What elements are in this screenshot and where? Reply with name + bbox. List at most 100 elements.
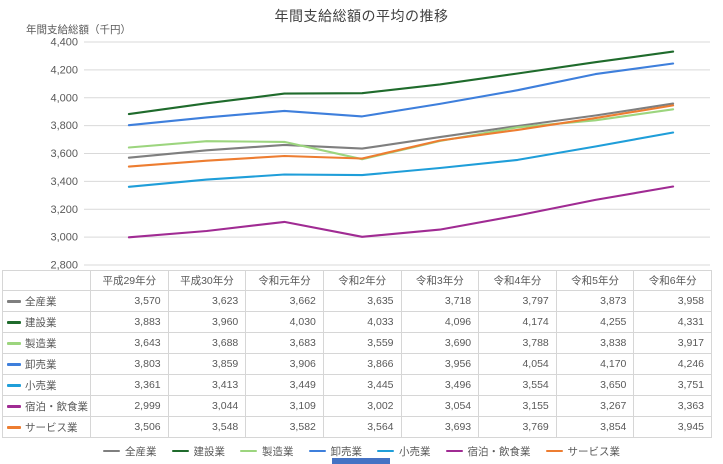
table-value-cell: 4,054 [478, 353, 557, 375]
series-line-小売業 [127, 131, 675, 188]
y-tick-label: 3,000 [50, 232, 78, 244]
legend-label: 小売業 [399, 445, 431, 458]
table-row-宿泊・飲食業: 宿泊・飲食業 2,999 3,044 3,109 3,002 3,054 3,155 3,26… [2, 395, 712, 417]
table-value-cell: 3,693 [400, 416, 480, 438]
series-name-label: 全産業 [25, 295, 57, 308]
table-value-cell: 3,109 [245, 395, 324, 417]
table-value-cell: 3,718 [400, 290, 480, 312]
legend-key-icon [7, 342, 21, 345]
table-header-cell: 令和6年分 [633, 270, 712, 291]
y-tick-label: 4,000 [50, 92, 78, 104]
table-row-全産業: 全産業 3,570 3,623 3,662 3,635 3,718 3,797 3,873 3,… [2, 290, 712, 312]
series-name-label: 小売業 [25, 379, 57, 392]
series-name-cell: 小売業 [2, 374, 91, 396]
table-header-row: 平成29年分 平成30年分 令和元年分 令和2年分 令和3年分 令和4年分 令和5年分 令和6… [2, 270, 712, 291]
legend-line-icon [171, 449, 189, 453]
table-value-cell: 3,751 [633, 374, 712, 396]
legend-key-icon [7, 405, 21, 408]
table-value-cell: 3,559 [322, 332, 402, 354]
series-name-cell: 製造業 [2, 332, 91, 354]
table-corner-cell [2, 270, 91, 291]
legend-item-宿泊・飲食業: 宿泊・飲食業 [445, 444, 531, 459]
selection-artifact [332, 458, 390, 464]
line-chart-plot: 4,400 4,200 4,000 3,800 3,600 3,400 3,200 3,000… [50, 37, 710, 271]
legend-label: 製造業 [262, 445, 294, 458]
table-value-cell: 3,449 [245, 374, 324, 396]
table-value-cell: 4,331 [633, 311, 712, 333]
series-name-label: サービス業 [25, 421, 78, 434]
table-value-cell: 3,554 [478, 374, 557, 396]
table-value-cell: 3,623 [167, 290, 247, 312]
legend-key-icon [7, 321, 21, 324]
table-value-cell: 3,873 [555, 290, 635, 312]
table-value-cell: 4,174 [478, 311, 557, 333]
legend-label: 宿泊・飲食業 [467, 445, 531, 458]
table-value-cell: 3,906 [245, 353, 324, 375]
table-value-cell: 3,690 [400, 332, 480, 354]
table-value-cell: 3,650 [555, 374, 635, 396]
table-value-cell: 3,564 [322, 416, 402, 438]
legend-item-卸売業: 卸売業 [308, 444, 362, 459]
table-row-卸売業: 卸売業 3,803 3,859 3,906 3,866 3,956 4,054 4,170 4,… [2, 353, 712, 375]
y-axis-title: 年間支給総額（千円） [26, 24, 131, 36]
series-name-label: 建設業 [25, 316, 57, 329]
series-name-cell: 全産業 [2, 290, 91, 312]
table-value-cell: 4,033 [322, 311, 402, 333]
table-header-cell: 令和4年分 [478, 270, 557, 291]
table-value-cell: 3,570 [90, 290, 169, 312]
table-value-cell: 3,883 [90, 311, 169, 333]
table-row-建設業: 建設業 3,883 3,960 4,030 4,033 4,096 4,174 4,255 4,… [2, 311, 712, 333]
table-value-cell: 3,797 [478, 290, 557, 312]
series-line-宿泊・飲食業 [127, 185, 675, 239]
table-value-cell: 3,683 [245, 332, 324, 354]
table-value-cell: 3,002 [322, 395, 402, 417]
series-line-卸売業 [127, 62, 675, 127]
table-value-cell: 4,255 [555, 311, 635, 333]
table-value-cell: 3,945 [633, 416, 712, 438]
series-name-cell: 建設業 [2, 311, 91, 333]
legend-line-icon [308, 449, 326, 453]
legend-item-サービス業: サービス業 [545, 444, 620, 459]
legend-line-icon [103, 449, 120, 453]
series-name-label: 卸売業 [25, 358, 57, 371]
y-tick-label: 2,800 [50, 260, 78, 271]
table-value-cell: 3,054 [400, 395, 480, 417]
table-value-cell: 2,999 [90, 395, 169, 417]
table-header-cell: 令和2年分 [322, 270, 402, 291]
table-value-cell: 3,582 [245, 416, 324, 438]
table-value-cell: 4,246 [633, 353, 712, 375]
table-row-小売業: 小売業 3,361 3,413 3,449 3,445 3,496 3,554 3,650 3,… [2, 374, 712, 396]
table-value-cell: 3,635 [322, 290, 402, 312]
y-tick-label: 3,600 [50, 148, 78, 160]
table-row-サービス業: サービス業 3,506 3,548 3,582 3,564 3,693 3,769 3,854… [2, 416, 712, 438]
table-header-cell: 令和3年分 [400, 270, 480, 291]
legend-label: 全産業 [125, 445, 157, 458]
table-header-cell: 平成30年分 [167, 270, 247, 291]
legend-item-小売業: 小売業 [377, 444, 431, 459]
table-header-cell: 令和元年分 [245, 270, 324, 291]
table-value-cell: 3,413 [167, 374, 247, 396]
table-value-cell: 3,643 [90, 332, 169, 354]
legend-item-全産業: 全産業 [103, 444, 157, 459]
legend-line-icon [445, 449, 463, 453]
legend-line-icon [240, 449, 257, 453]
table-value-cell: 3,363 [633, 395, 712, 417]
legend-key-icon [7, 300, 21, 303]
series-line-サービス業 [127, 104, 675, 168]
y-tick-label: 3,800 [50, 120, 78, 132]
legend-item-建設業: 建設業 [171, 444, 225, 459]
table-value-cell: 3,917 [633, 332, 712, 354]
table-value-cell: 4,030 [245, 311, 324, 333]
table-value-cell: 3,688 [167, 332, 247, 354]
table-value-cell: 3,960 [167, 311, 247, 333]
table-value-cell: 3,838 [555, 332, 635, 354]
table-header: 平成29年分 平成30年分 令和元年分 令和2年分 令和3年分 令和4年分 令和5年分 令和6… [2, 270, 712, 291]
series-line-全産業 [127, 102, 675, 159]
table-header-cell: 平成29年分 [90, 270, 169, 291]
table-value-cell: 3,267 [555, 395, 635, 417]
y-tick-label: 3,400 [50, 176, 78, 188]
table-body: 全産業 3,570 3,623 3,662 3,635 3,718 3,797 3,873 3,… [2, 290, 712, 438]
table-value-cell: 3,155 [478, 395, 557, 417]
table-value-cell: 3,044 [167, 395, 247, 417]
